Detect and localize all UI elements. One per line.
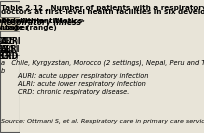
Text: ALRI: acute lower respiratory infection: ALRI: acute lower respiratory infection xyxy=(1,80,145,87)
Text: AURI: AURI xyxy=(1,37,21,46)
Text: 18 413: 18 413 xyxy=(0,37,11,46)
Text: Percentage (range): Percentage (range) xyxy=(0,25,57,31)
FancyBboxPatch shape xyxy=(0,1,20,132)
Text: CRD: CRD xyxy=(1,52,19,61)
Text: a   Chile, Kyrgyzstan, Morocco (2 settings), Nepal, Peru and Thailand.: a Chile, Kyrgyzstan, Morocco (2 settings… xyxy=(1,59,204,66)
Text: AURI: acute upper respiratory infection: AURI: acute upper respiratory infection xyxy=(1,72,148,79)
Text: 32.9 (12.2–63.1): 32.9 (12.2–63.1) xyxy=(0,52,18,61)
Text: CRD: chronic respiratory disease.: CRD: chronic respiratory disease. xyxy=(1,88,129,95)
Text: b: b xyxy=(1,68,5,74)
Text: doctors at first-level health facilities in six developing countriesᵃ: doctors at first-level health facilities… xyxy=(1,9,204,15)
Text: 3 434: 3 434 xyxy=(0,45,13,54)
Text: 71.7 (49.9–83.5): 71.7 (49.9–83.5) xyxy=(0,45,18,54)
Text: 4 788: 4 788 xyxy=(0,45,11,54)
Text: Total outpatients: Total outpatients xyxy=(0,18,44,24)
FancyBboxPatch shape xyxy=(0,17,19,31)
Text: 2 517: 2 517 xyxy=(0,52,11,61)
Text: 7 011: 7 011 xyxy=(0,37,13,46)
Text: Patients treated with antibiotics: Patients treated with antibiotics xyxy=(0,18,82,24)
Text: Source: Ottmani S, et al. Respiratory care in primary care services: a survey in: Source: Ottmani S, et al. Respiratory ca… xyxy=(1,119,204,124)
Text: Number: Number xyxy=(0,25,29,31)
Text: 827: 827 xyxy=(0,52,13,61)
Text: ALRI: ALRI xyxy=(1,45,20,54)
Text: 67.3 (33.2–94.5): 67.3 (33.2–94.5) xyxy=(0,37,18,46)
Text: Table 2.12   Number of patients with a respiratory illness, excluding TB, treate: Table 2.12 Number of patients with a res… xyxy=(1,5,204,11)
Text: Respiratory Illnessᵇ: Respiratory Illnessᵇ xyxy=(1,18,84,27)
